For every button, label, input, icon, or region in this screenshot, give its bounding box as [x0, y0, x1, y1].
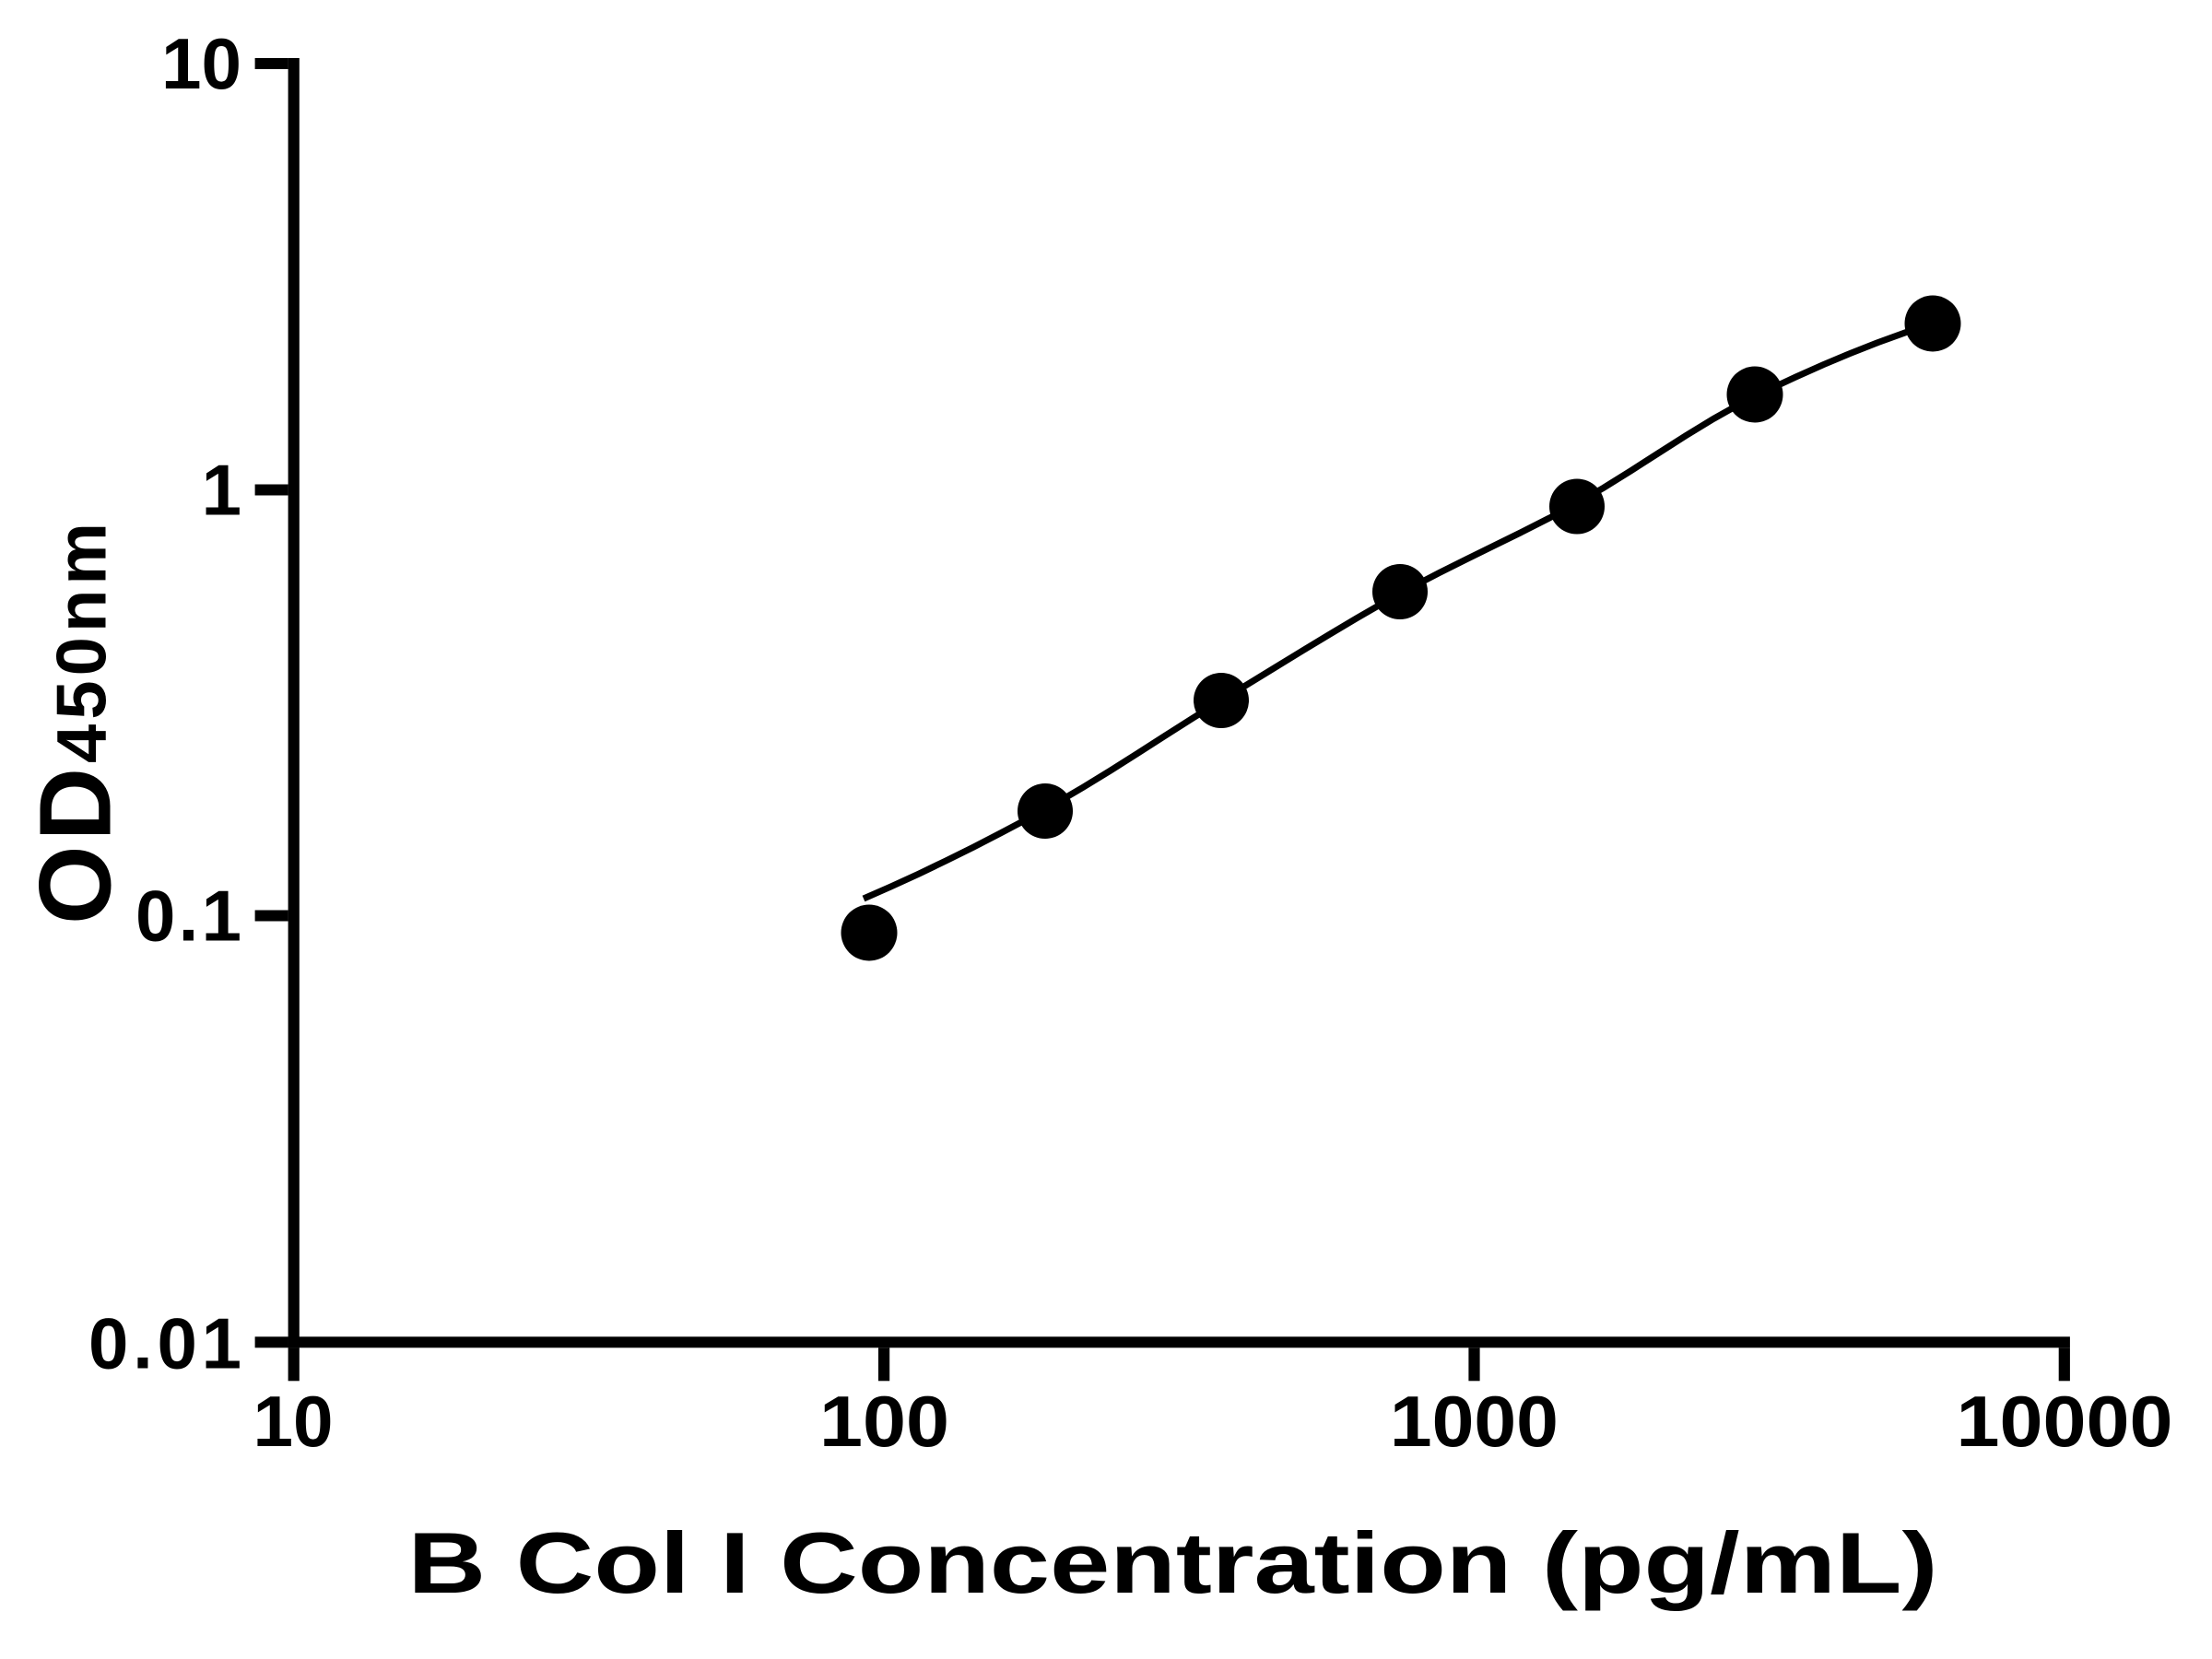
- svg-text:1000: 1000: [1390, 1381, 1559, 1462]
- svg-text:10: 10: [161, 23, 241, 104]
- svg-text:10000: 10000: [1957, 1381, 2173, 1462]
- svg-text:1: 1: [202, 449, 241, 530]
- svg-text:100: 100: [819, 1381, 949, 1462]
- svg-text:0.1: 0.1: [135, 875, 241, 956]
- svg-text:10: 10: [253, 1381, 334, 1462]
- svg-text:OD450nm: OD450nm: [19, 523, 133, 924]
- svg-text:0.01: 0.01: [88, 1303, 241, 1384]
- svg-text:B Col I Concentration (pg/mL): B Col I Concentration (pg/mL): [408, 1514, 1938, 1611]
